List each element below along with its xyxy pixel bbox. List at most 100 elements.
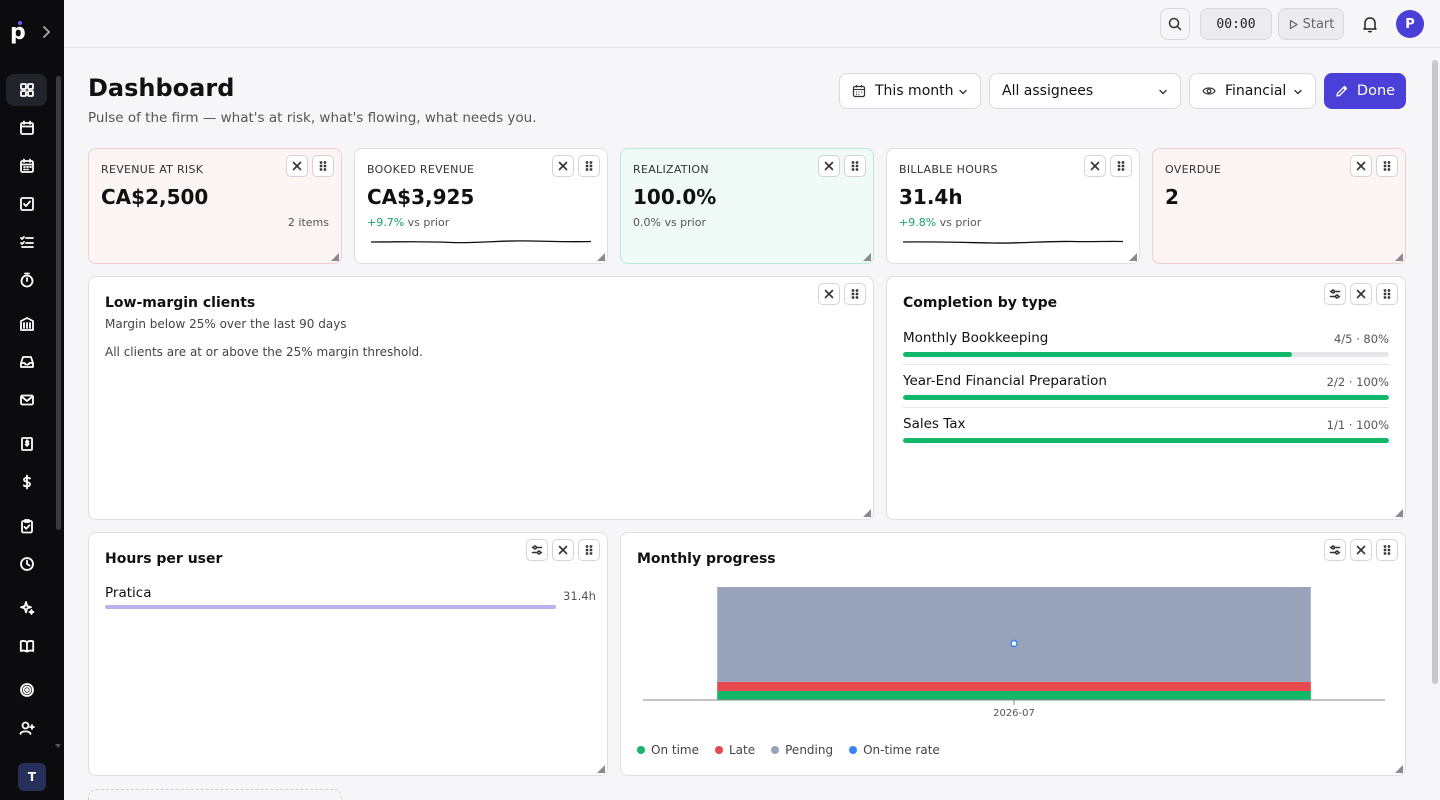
remove-widget-button[interactable]: [818, 155, 840, 177]
bell-icon[interactable]: [1360, 14, 1380, 34]
resize-handle[interactable]: [1395, 509, 1403, 517]
drag-handle-icon: [851, 289, 859, 299]
sidebar-item-time[interactable]: [6, 548, 47, 580]
resize-handle[interactable]: [863, 509, 871, 517]
view-select[interactable]: Financial: [1189, 73, 1316, 109]
assignees-select[interactable]: All assignees: [989, 73, 1181, 109]
resize-handle[interactable]: [1395, 765, 1403, 773]
hours-fill: [105, 605, 556, 609]
drag-handle[interactable]: [1376, 539, 1398, 561]
team-avatar[interactable]: T: [18, 763, 46, 791]
remove-widget-button[interactable]: [818, 283, 840, 305]
remove-widget-button[interactable]: [1350, 283, 1372, 305]
remove-widget-button[interactable]: [286, 155, 308, 177]
sidebar-item-timer[interactable]: [6, 264, 47, 296]
sidebar-item-clients[interactable]: [6, 308, 47, 340]
drag-handle[interactable]: [578, 539, 600, 561]
resize-handle[interactable]: [331, 253, 339, 261]
start-timer-button[interactable]: Start: [1278, 8, 1344, 40]
timer-icon: [20, 272, 33, 288]
kpi-label: OVERDUE: [1165, 163, 1222, 176]
remove-widget-button[interactable]: [552, 539, 574, 561]
widget-settings-button[interactable]: [1324, 283, 1346, 305]
hours-value: 31.4h: [563, 589, 596, 603]
dashboard-icon: [19, 83, 34, 97]
kpi-delta: 0.0% vs prior: [633, 216, 706, 229]
sidebar-item-invoices[interactable]: [6, 428, 47, 460]
remove-widget-button[interactable]: [552, 155, 574, 177]
sliders-icon: [1329, 545, 1341, 555]
sidebar-scroll-down-icon[interactable]: [55, 744, 61, 748]
completion-value: 4/5 · 80%: [1333, 332, 1389, 346]
kpi-delta: +9.7% vs prior: [367, 216, 449, 229]
pencil-icon: [1336, 85, 1348, 97]
on-time-rate-point[interactable]: [1010, 639, 1018, 648]
resize-handle[interactable]: [597, 765, 605, 773]
sidebar-item-mail[interactable]: [6, 384, 47, 416]
page-title: Dashboard: [88, 74, 235, 102]
user-avatar[interactable]: P: [1396, 10, 1424, 38]
resize-handle[interactable]: [1129, 253, 1137, 261]
sidebar-scrollbar[interactable]: [56, 76, 61, 530]
bar-late[interactable]: [717, 681, 1311, 691]
kpi-value: CA$2,500: [101, 185, 209, 209]
sidebar-item-checklist[interactable]: [6, 226, 47, 258]
drag-handle[interactable]: [1110, 155, 1132, 177]
sidebar-item-billing[interactable]: [6, 466, 47, 498]
legend-item-pending: Pending: [771, 743, 833, 757]
widget-settings-button[interactable]: [526, 539, 548, 561]
remove-widget-button[interactable]: [1084, 155, 1106, 177]
sidebar-item-inbox[interactable]: [6, 346, 47, 378]
done-button[interactable]: Done: [1324, 73, 1406, 109]
x-tick-label: 2026-07: [993, 708, 1035, 719]
bar-pending[interactable]: [717, 587, 1311, 682]
drag-handle[interactable]: [844, 283, 866, 305]
chevron-right-icon[interactable]: [40, 24, 54, 40]
sidebar-item-knowledge[interactable]: [6, 630, 47, 662]
chevron-down-icon: [1159, 89, 1167, 95]
chevron-down-icon: [959, 89, 967, 95]
period-select[interactable]: This month: [839, 73, 981, 109]
inbox-icon: [19, 356, 34, 368]
widget-hours-per-user: Hours per user Pratica 31.4h: [88, 532, 608, 776]
calendar-icon: [852, 85, 866, 98]
sidebar-item-ai[interactable]: [6, 592, 47, 624]
completion-track: [903, 438, 1389, 443]
sidebar-item-calendar[interactable]: [6, 112, 47, 144]
empty-message: All clients are at or above the 25% marg…: [105, 345, 423, 359]
completion-fill: [903, 438, 1389, 443]
close-icon: [1356, 161, 1366, 171]
drag-handle[interactable]: [1376, 283, 1398, 305]
widget-monthly-progress: Monthly progress 2026-07 On time Late Pe…: [620, 532, 1406, 776]
kpi-label: REVENUE AT RISK: [101, 163, 204, 176]
target-icon: [19, 683, 34, 697]
start-label: Start: [1302, 16, 1335, 32]
drag-handle[interactable]: [844, 155, 866, 177]
search-button[interactable]: [1160, 8, 1190, 40]
widget-title: Low-margin clients: [105, 295, 256, 311]
sidebar-item-invite[interactable]: [6, 712, 47, 744]
sidebar-item-schedule[interactable]: [6, 150, 47, 182]
drag-handle[interactable]: [578, 155, 600, 177]
drag-handle-icon: [1383, 161, 1391, 171]
clock-icon: [19, 557, 34, 571]
page-scrollbar[interactable]: [1432, 60, 1438, 684]
resize-handle[interactable]: [597, 253, 605, 261]
resize-handle[interactable]: [1395, 253, 1403, 261]
add-widget-placeholder[interactable]: [88, 789, 342, 800]
drag-handle[interactable]: [1376, 155, 1398, 177]
logo-dot: [18, 21, 22, 25]
sidebar-item-clipboard[interactable]: [6, 510, 47, 542]
sidebar-item-dashboard[interactable]: [6, 74, 47, 106]
sidebar-item-goals[interactable]: [6, 674, 47, 706]
widget-settings-button[interactable]: [1324, 539, 1346, 561]
completion-track: [903, 352, 1389, 357]
sidebar-item-tasks[interactable]: [6, 188, 47, 220]
bar-on-time[interactable]: [717, 690, 1311, 700]
search-icon: [1168, 17, 1182, 31]
remove-widget-button[interactable]: [1350, 539, 1372, 561]
resize-handle[interactable]: [863, 253, 871, 261]
drag-handle[interactable]: [312, 155, 334, 177]
remove-widget-button[interactable]: [1350, 155, 1372, 177]
logo[interactable]: p: [10, 20, 26, 45]
